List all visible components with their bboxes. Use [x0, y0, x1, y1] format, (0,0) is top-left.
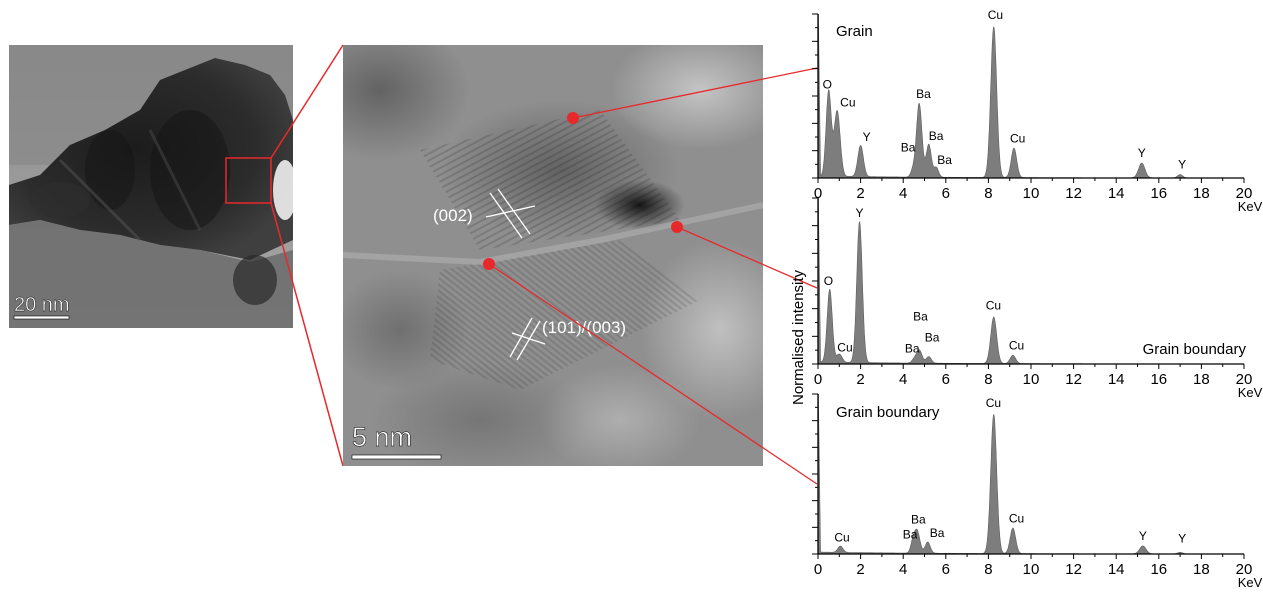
peak-label: Ba	[925, 330, 940, 344]
x-tick-label: 8	[984, 371, 992, 388]
x-tick-label: 2	[856, 561, 864, 578]
lattice-annotation-002: (002)	[433, 188, 536, 239]
peak-label: Ba	[905, 342, 920, 356]
peak-label: Cu	[1009, 339, 1024, 353]
x-tick-label: 10	[1023, 561, 1040, 578]
peak-label: Ba	[937, 153, 952, 167]
peak-label: O	[823, 78, 832, 92]
peak-label: Cu	[988, 8, 1003, 22]
spectrum-area	[817, 13, 1245, 179]
zoom-line-bottom	[270, 202, 344, 467]
x-tick-label: 16	[1150, 185, 1167, 202]
peak-label: Ba	[901, 140, 916, 154]
x-tick-label: 6	[942, 371, 950, 388]
spectrum-title: Grain boundary	[836, 404, 940, 421]
left-tem-image	[9, 45, 293, 328]
peak-label: Ba	[911, 513, 926, 527]
peak-label: Y	[1139, 529, 1147, 543]
x-tick-label: 4	[899, 185, 907, 202]
zoom-line-top	[270, 44, 344, 159]
peak-label: Y	[1138, 146, 1146, 160]
x-tick-label: 14	[1108, 185, 1125, 202]
peak-label: Ba	[903, 527, 918, 541]
x-tick-label: 2	[856, 371, 864, 388]
plane-label-002: (002)	[433, 206, 473, 225]
x-axis-label: KeV	[1238, 199, 1263, 214]
connector-grain	[572, 67, 818, 119]
x-tick-label: 20	[1236, 371, 1253, 388]
marker-boundary-1	[671, 221, 683, 233]
peak-label: Cu	[834, 531, 849, 545]
x-tick-label: 0	[814, 371, 822, 388]
x-axis-label: KeV	[1238, 575, 1263, 590]
peak-label: O	[824, 274, 833, 288]
connector-boundary-1	[676, 226, 818, 289]
x-tick-label: 0	[814, 185, 822, 202]
x-tick-label: 12	[1065, 371, 1082, 388]
peak-label: Cu	[1009, 511, 1024, 525]
center-hrtem-image	[343, 45, 763, 466]
x-tick-label: 14	[1108, 561, 1125, 578]
x-tick-label: 14	[1108, 371, 1125, 388]
left-scale-bar: 20 nm	[13, 294, 70, 320]
peak-label: Ba	[913, 310, 928, 324]
x-tick-label: 20	[1236, 561, 1253, 578]
x-tick-label: 0	[814, 561, 822, 578]
peak-label: Cu	[986, 299, 1001, 313]
spectrum-area	[817, 197, 1245, 365]
x-tick-label: 18	[1193, 561, 1210, 578]
connector-boundary-2	[488, 263, 818, 485]
marker-grain	[567, 112, 579, 124]
peak-label: Y	[1178, 158, 1186, 172]
spectrum-title: Grain	[836, 23, 873, 40]
peak-label: Cu	[986, 396, 1001, 410]
center-scale-bar: 5 nm	[351, 422, 442, 460]
peak-label: Ba	[929, 129, 944, 143]
x-tick-label: 4	[899, 371, 907, 388]
peak-label: Y	[863, 130, 871, 144]
peak-label: Y	[856, 206, 864, 220]
x-tick-label: 12	[1065, 561, 1082, 578]
x-tick-label: 10	[1023, 185, 1040, 202]
x-tick-label: 2	[856, 185, 864, 202]
x-tick-label: 16	[1150, 371, 1167, 388]
x-tick-label: 6	[942, 561, 950, 578]
peak-label: Cu	[1010, 131, 1025, 145]
x-tick-label: 16	[1150, 561, 1167, 578]
x-tick-label: 20	[1236, 185, 1253, 202]
edx-spectra: 0 2 4 6 8 10 12 14 16 18 20KeVGrainOCuYBaBaBaBaCuC…	[812, 8, 1263, 590]
peak-label: Ba	[916, 87, 931, 101]
x-tick-label: 10	[1023, 371, 1040, 388]
left-scale-bar-label: 20 nm	[14, 294, 70, 316]
x-axis-label: KeV	[1238, 385, 1263, 400]
x-tick-label: 4	[899, 561, 907, 578]
peak-label: Cu	[840, 95, 855, 109]
spectrum-title: Grain boundary	[1143, 341, 1247, 358]
peak-label: Ba	[930, 526, 945, 540]
x-tick-label: 18	[1193, 185, 1210, 202]
zoom-region-box	[225, 157, 272, 204]
x-tick-label: 8	[984, 561, 992, 578]
x-tick-label: 18	[1193, 371, 1210, 388]
peak-label: Cu	[837, 341, 852, 355]
shared-y-axis-label: Normalised intensity	[790, 269, 807, 405]
x-tick-label: 8	[984, 185, 992, 202]
x-tick-label: 6	[942, 185, 950, 202]
center-scale-bar-label: 5 nm	[352, 422, 412, 452]
peak-label: Y	[1178, 531, 1186, 545]
marker-boundary-2	[483, 258, 495, 270]
x-tick-label: 12	[1065, 185, 1082, 202]
